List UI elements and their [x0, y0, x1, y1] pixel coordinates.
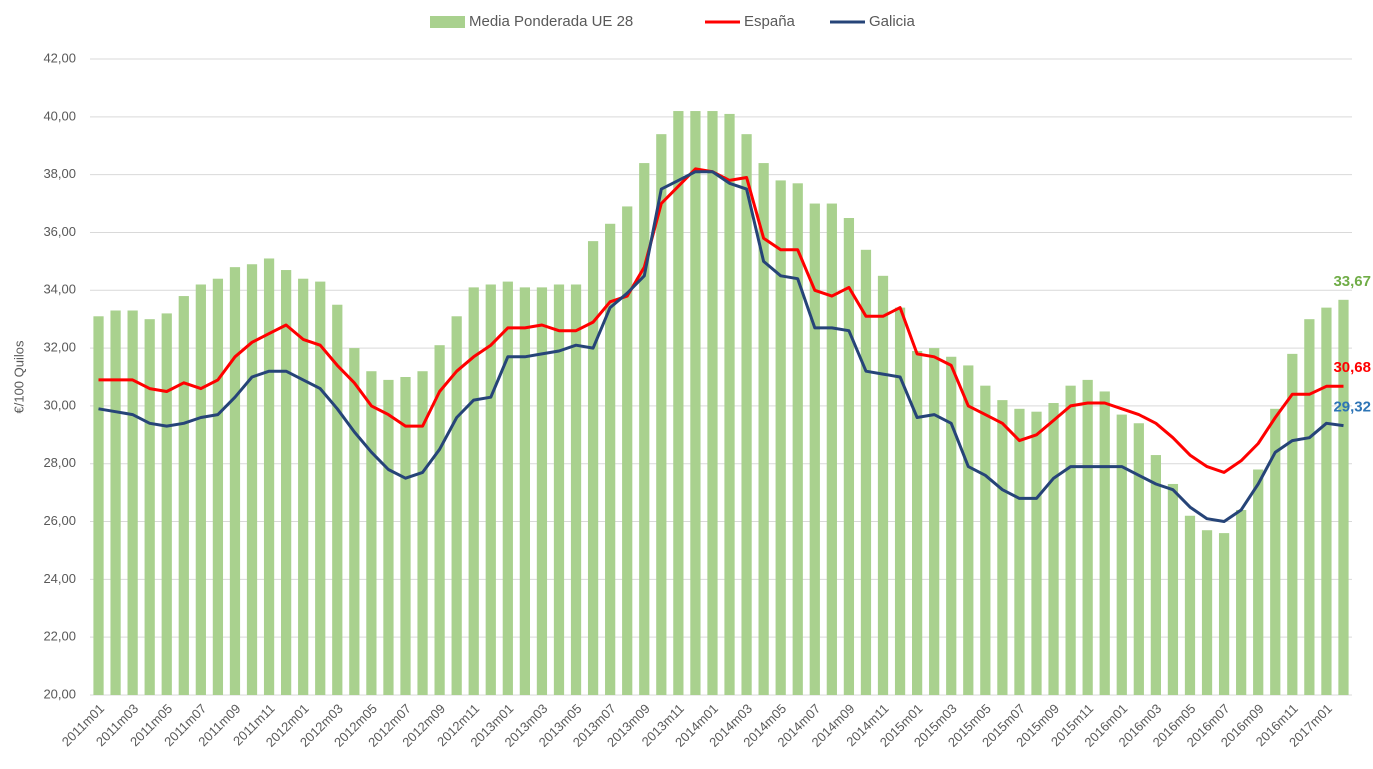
bar: [1167, 483, 1179, 695]
bar: [1304, 319, 1315, 695]
bar: [298, 278, 309, 695]
bar: [519, 287, 530, 695]
bar: [1253, 469, 1264, 695]
bar: [366, 371, 377, 695]
bar: [195, 284, 206, 695]
bar: [1218, 533, 1230, 695]
bar: [161, 313, 172, 695]
bar: [673, 111, 684, 695]
bar: [843, 218, 855, 695]
bar: [1201, 530, 1213, 695]
bar: [553, 284, 565, 695]
y-tick-label: 34,00: [43, 282, 76, 297]
bar: [690, 111, 701, 695]
bar: [246, 264, 258, 695]
data-label: 33,67: [1333, 273, 1371, 290]
bar: [144, 319, 155, 695]
data-label: 29,32: [1333, 399, 1371, 416]
bar: [587, 241, 599, 696]
bar: [929, 348, 940, 695]
bar: [963, 365, 974, 695]
bar: [1082, 379, 1093, 695]
bar: [741, 134, 752, 695]
bar: [656, 134, 667, 695]
bar: [502, 281, 513, 695]
legend-label: España: [744, 13, 796, 30]
bar: [263, 258, 275, 695]
bar: [912, 350, 923, 695]
bar: [1270, 408, 1281, 695]
legend-label: Media Ponderada UE 28: [469, 13, 633, 30]
bar: [417, 371, 428, 695]
y-tick-label: 26,00: [43, 513, 76, 528]
y-tick-label: 32,00: [43, 340, 76, 355]
bar: [1116, 414, 1127, 695]
bar: [536, 287, 548, 695]
data-label: 30,68: [1333, 359, 1371, 376]
y-tick-label: 28,00: [43, 455, 76, 470]
bar: [980, 385, 991, 695]
bar: [946, 356, 957, 695]
bar: [860, 249, 872, 696]
bar: [178, 296, 189, 695]
bar: [93, 316, 104, 695]
y-tick-label: 38,00: [43, 166, 76, 181]
y-axis-title: €/100 Quilos: [11, 340, 26, 413]
bar: [1321, 307, 1332, 695]
bar: [622, 206, 633, 695]
y-tick-label: 36,00: [43, 224, 76, 239]
y-tick-label: 30,00: [43, 397, 76, 412]
bar: [1031, 411, 1042, 695]
bar: [212, 278, 224, 695]
bar: [332, 304, 343, 695]
bar: [400, 377, 411, 695]
y-tick-label: 40,00: [43, 108, 76, 123]
bar: [809, 203, 820, 695]
bar: [605, 223, 616, 696]
bar: [1150, 455, 1161, 695]
bar: [383, 379, 394, 695]
bar: [1184, 515, 1196, 695]
bar: [1048, 403, 1059, 695]
bar: [894, 307, 906, 695]
bar: [1065, 385, 1076, 695]
legend-label: Galicia: [869, 13, 916, 30]
bar: [997, 400, 1008, 695]
bar: [1236, 509, 1247, 695]
bar: [1099, 391, 1110, 695]
bar: [434, 345, 445, 695]
bar: [570, 284, 582, 695]
bar: [826, 203, 837, 695]
bar: [349, 348, 360, 695]
bar: [792, 183, 803, 696]
bar: [1287, 353, 1298, 695]
y-tick-label: 24,00: [43, 571, 76, 586]
bar: [451, 316, 462, 695]
y-tick-label: 20,00: [43, 686, 76, 701]
bar: [1338, 299, 1349, 695]
bar: [1014, 408, 1025, 695]
bar: [1133, 423, 1144, 695]
bar: [775, 180, 786, 695]
bar: [229, 267, 241, 695]
bar: [281, 270, 292, 695]
bar: [127, 310, 138, 695]
bar: [758, 163, 769, 695]
bar: [315, 281, 326, 695]
y-tick-label: 42,00: [43, 50, 76, 65]
bar: [468, 287, 479, 695]
bar: [110, 310, 121, 695]
bar: [707, 111, 718, 695]
y-tick-label: 22,00: [43, 629, 76, 644]
bar: [485, 284, 496, 695]
line: [98, 170, 1344, 523]
bar: [639, 163, 650, 695]
bar: [877, 275, 889, 695]
bar: [724, 113, 735, 696]
legend-swatch: [430, 16, 465, 28]
